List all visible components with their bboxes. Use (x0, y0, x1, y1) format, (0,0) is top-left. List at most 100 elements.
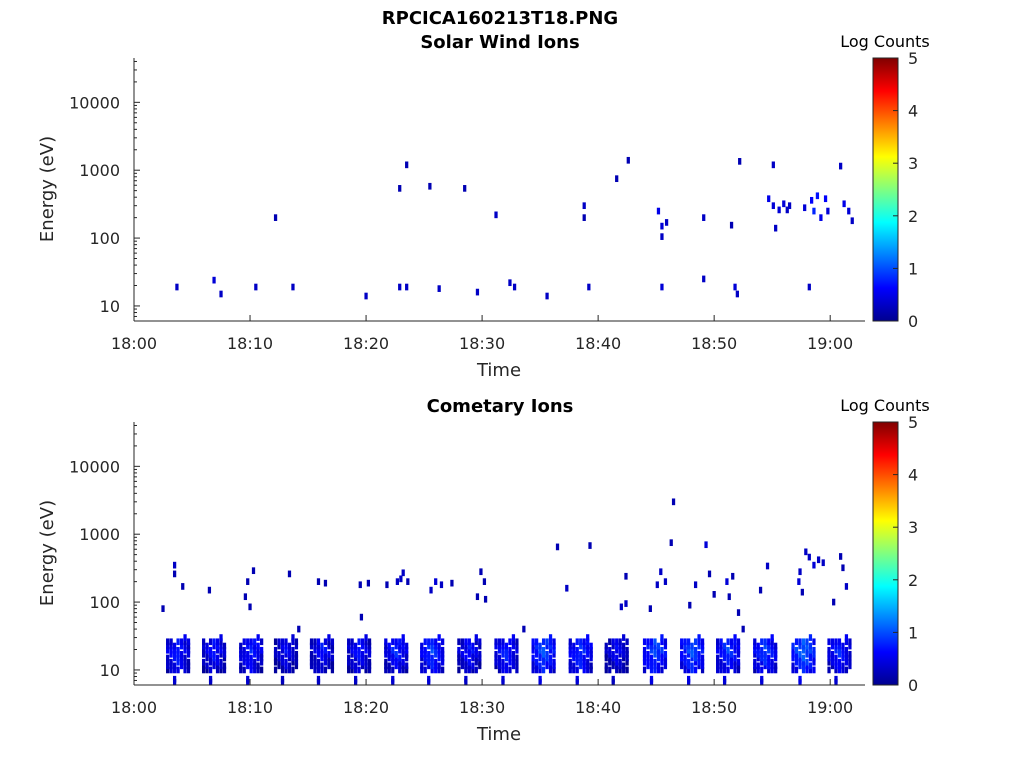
data-cell (847, 207, 851, 215)
burst-cell (179, 662, 184, 670)
burst-cell (347, 642, 351, 650)
burst-cell (552, 666, 556, 674)
burst-cell (683, 646, 687, 654)
burst-cell (360, 654, 365, 662)
burst-cell (201, 646, 206, 654)
data-cell (660, 283, 664, 291)
burst-cell (767, 654, 771, 662)
burst-cell (260, 658, 264, 666)
burst-cell (405, 666, 409, 674)
burst-cell (646, 662, 650, 670)
burst-cell (280, 678, 285, 686)
burst-cell (830, 638, 835, 646)
burst-cell (501, 666, 505, 674)
data-cell (483, 595, 488, 603)
burst-cell (208, 666, 213, 674)
burst-cell (719, 642, 723, 650)
data-cell (626, 156, 630, 164)
burst-cell (693, 646, 698, 654)
burst-cell (242, 638, 246, 646)
burst-cell (467, 658, 471, 666)
data-cell (172, 561, 177, 569)
burst-cell (545, 658, 549, 666)
x-tick-label: 18:20 (343, 698, 389, 717)
burst-cell (700, 642, 705, 650)
burst-cell (844, 650, 849, 658)
burst-cell (794, 666, 799, 674)
burst-cell (687, 678, 691, 686)
burst-cell (501, 638, 505, 646)
burst-cell (660, 638, 664, 646)
burst-cell (242, 646, 246, 654)
burst-cell (183, 658, 187, 666)
burst-cell (794, 638, 799, 646)
burst-cell (589, 650, 593, 658)
burst-cell (579, 638, 583, 646)
burst-cell (401, 658, 405, 666)
burst-cell (497, 642, 502, 650)
burst-cell (323, 658, 328, 666)
burst-cell (357, 646, 361, 654)
burst-cell (427, 642, 431, 650)
burst-cell (294, 650, 299, 658)
y-tick-label: 100 (89, 593, 120, 612)
burst-cell (690, 642, 694, 650)
burst-cell (357, 654, 361, 662)
burst-cell (531, 642, 535, 650)
data-cell (358, 581, 362, 589)
data-cell (385, 581, 389, 589)
burst-cell (515, 642, 519, 650)
burst-cell (791, 666, 795, 674)
burst-cell (464, 646, 468, 654)
burst-cell (437, 654, 441, 662)
burst-cell (166, 658, 170, 666)
burst-cell (497, 654, 502, 662)
burst-cell (841, 654, 845, 662)
x-tick-label: 18:30 (459, 334, 505, 353)
burst-cell (733, 634, 737, 641)
burst-cell (313, 654, 317, 662)
burst-cell (582, 662, 586, 670)
burst-cell (545, 642, 549, 650)
burst-cell (497, 666, 502, 674)
burst-cell (552, 642, 556, 650)
data-cell (207, 586, 212, 594)
burst-cell (760, 654, 764, 662)
burst-cell (169, 650, 173, 658)
burst-cell (364, 658, 368, 666)
burst-cell (791, 646, 795, 654)
burst-cell (497, 646, 502, 654)
burst-cell (471, 642, 475, 650)
burst-cell (327, 662, 331, 670)
burst-cell (474, 666, 478, 674)
burst-cell (364, 638, 368, 646)
burst-cell (589, 662, 593, 670)
data-cell (175, 283, 179, 291)
burst-cell (615, 666, 619, 674)
data-cell (587, 283, 591, 291)
burst-cell (660, 654, 664, 662)
burst-cell (501, 650, 505, 658)
burst-cell (441, 646, 445, 654)
burst-cell (457, 666, 461, 674)
burst-cell (767, 638, 771, 646)
burst-cell (253, 650, 257, 658)
burst-cell (260, 654, 264, 662)
burst-cell (625, 666, 629, 674)
burst-cell (497, 638, 502, 646)
data-cell (807, 553, 811, 561)
burst-cell (552, 662, 556, 670)
burst-cell (313, 658, 317, 666)
data-cell (798, 568, 802, 576)
burst-cell (222, 654, 227, 662)
burst-cell (535, 650, 539, 658)
burst-cell (719, 638, 723, 646)
burst-cell (284, 658, 288, 666)
burst-cell (511, 634, 516, 641)
burst-cell (700, 662, 705, 670)
burst-cell (441, 638, 445, 646)
burst-cell (653, 650, 657, 658)
burst-cell (280, 666, 285, 674)
burst-cell (722, 662, 727, 670)
burst-cell (291, 666, 295, 674)
